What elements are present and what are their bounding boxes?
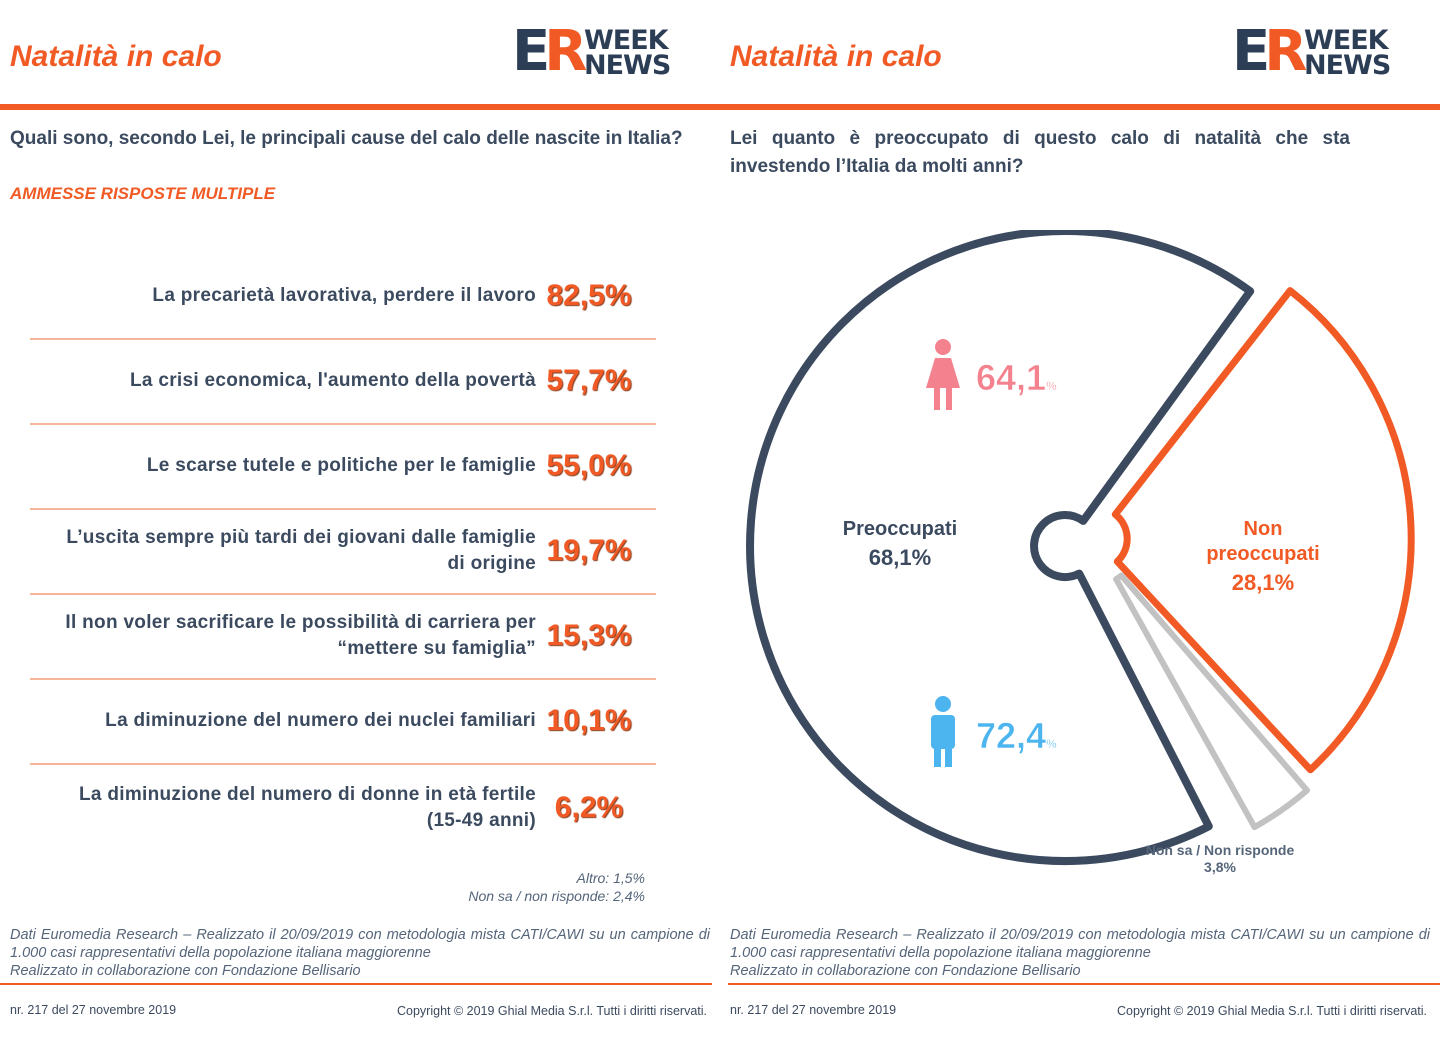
cause-value: 55,0% <box>546 448 632 482</box>
cause-label: L’uscita sempre più tardi dei giovani da… <box>66 526 536 574</box>
right-source-line2: Realizzato in collaborazione con Fondazi… <box>730 963 1081 979</box>
right-title: Natalità in calo <box>730 40 942 73</box>
left-question: Quali sono, secondo Lei, le principali c… <box>10 128 683 149</box>
cause-label: La diminuzione del numero dei nuclei fam… <box>105 709 536 731</box>
female-value: 64,1 <box>976 357 1046 398</box>
right-source: Dati Euromedia Research – Realizzato il … <box>730 926 1430 980</box>
value-non-preoccupati: 28,1% <box>1232 570 1294 595</box>
label-preoccupati: Preoccupati <box>843 518 957 540</box>
label-non-sa: Non sa / Non risponde <box>1146 842 1295 858</box>
left-title: Natalità in calo <box>10 40 222 73</box>
right-issue: nr. 217 del 27 novembre 2019 <box>730 1003 897 1017</box>
male-icon <box>931 696 955 767</box>
cause-label: La diminuzione del numero di donne in et… <box>78 783 536 831</box>
left-footer-divider <box>0 983 712 985</box>
left-logo: ER WEEK NEWS <box>512 24 707 84</box>
cause-value: 10,1% <box>546 703 632 737</box>
cause-value: 6,2% <box>554 790 624 824</box>
cause-label: Il non voler sacrificare le possibilità … <box>65 611 536 659</box>
left-source: Dati Euromedia Research – Realizzato il … <box>10 926 710 980</box>
left-issue: nr. 217 del 27 novembre 2019 <box>10 1003 177 1017</box>
female-percent: 64,1% <box>976 357 1057 398</box>
male-value: 72,4 <box>976 715 1046 756</box>
cause-row: La crisi economica, l'aumento della pove… <box>30 338 656 425</box>
right-copyright: Copyright © 2019 Ghial Media S.r.l. Tutt… <box>1117 1004 1428 1018</box>
logo-er: ER <box>512 19 587 84</box>
cause-row: La diminuzione del numero di donne in et… <box>30 765 656 850</box>
cause-row: Il non voler sacrificare le possibilità … <box>30 593 656 680</box>
label-non-preoccupati-1: Non <box>1244 518 1283 540</box>
cause-label: Le scarse tutele e politiche per le fami… <box>146 454 536 476</box>
cause-value: 57,7% <box>546 363 632 397</box>
right-footer-divider <box>728 983 1440 985</box>
pie-slice-non-sa <box>1113 572 1310 831</box>
multiple-answers-note: AMMESSE RISPOSTE MULTIPLE <box>10 184 276 203</box>
female-unit: % <box>1046 379 1057 393</box>
value-non-sa: 3,8% <box>1204 859 1236 875</box>
cause-label: La precarietà lavorativa, perdere il lav… <box>152 284 536 306</box>
nonsa-text: Non sa / non risponde: 2,4% <box>468 888 645 904</box>
logo-weeknews: WEEK NEWS <box>584 25 671 81</box>
left-copyright: Copyright © 2019 Ghial Media S.r.l. Tutt… <box>397 1004 708 1018</box>
male-percent: 72,4% <box>976 715 1057 756</box>
cause-label: La crisi economica, l'aumento della pove… <box>130 369 536 391</box>
pie-slice-non-preoccupati <box>1111 287 1415 774</box>
male-unit: % <box>1046 737 1057 751</box>
cause-value: 15,3% <box>546 618 632 652</box>
logo-weeknews: WEEK NEWS <box>1304 25 1391 81</box>
cause-row: La precarietà lavorativa, perdere il lav… <box>30 253 656 340</box>
value-preoccupati: 68,1% <box>869 545 931 570</box>
right-logo: ER WEEK NEWS <box>1232 24 1427 84</box>
other-answers: Altro: 1,5% Non sa / non risponde: 2,4% <box>300 869 645 905</box>
pie-chart: Preoccupati 68,1% Non preoccupati 28,1% … <box>746 230 1415 875</box>
cause-row: L’uscita sempre più tardi dei giovani da… <box>30 508 656 595</box>
female-icon <box>926 339 960 410</box>
altro-text: Altro: 1,5% <box>576 870 645 886</box>
right-source-line1: Dati Euromedia Research – Realizzato il … <box>730 927 1430 961</box>
header-divider <box>0 104 1440 110</box>
logo-er: ER <box>1232 19 1307 84</box>
left-source-line1: Dati Euromedia Research – Realizzato il … <box>10 927 710 961</box>
cause-value: 82,5% <box>546 278 632 312</box>
cause-row: Le scarse tutele e politiche per le fami… <box>30 423 656 510</box>
cause-row: La diminuzione del numero dei nuclei fam… <box>30 678 656 765</box>
label-non-preoccupati-2: preoccupati <box>1206 543 1319 565</box>
left-source-line2: Realizzato in collaborazione con Fondazi… <box>10 963 361 979</box>
pie-slice-preoccupati <box>746 230 1255 866</box>
cause-value: 19,7% <box>546 533 632 567</box>
right-question: Lei quanto è preoccupato di questo calo … <box>730 128 1350 177</box>
